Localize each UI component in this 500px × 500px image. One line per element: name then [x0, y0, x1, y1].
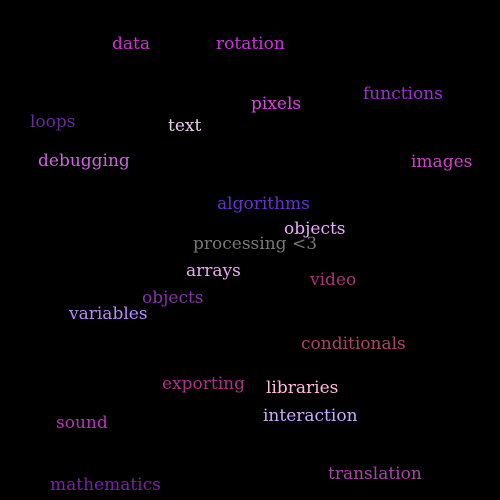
word-exporting: exporting: [162, 374, 245, 394]
word-data: data: [112, 34, 150, 54]
word-images: images: [411, 152, 473, 172]
word-functions: functions: [363, 84, 443, 104]
word-objects-1: objects: [284, 219, 346, 239]
word-loops: loops: [30, 112, 76, 132]
word-conditionals: conditionals: [301, 334, 406, 354]
word-algorithms: algorithms: [217, 194, 310, 214]
word-debugging: debugging: [38, 151, 130, 171]
word-text: text: [168, 116, 202, 136]
word-mathematics: mathematics: [50, 475, 161, 495]
word-video: video: [310, 270, 357, 290]
word-pixels: pixels: [251, 94, 302, 114]
word-interaction: interaction: [263, 406, 358, 426]
word-variables: variables: [69, 304, 148, 324]
word-rotation: rotation: [216, 34, 285, 54]
word-translation: translation: [328, 464, 422, 484]
word-arrays: arrays: [186, 261, 241, 281]
word-objects-2: objects: [142, 288, 204, 308]
word-sound: sound: [56, 413, 108, 433]
word-processing: processing <3: [193, 234, 318, 254]
word-libraries: libraries: [266, 378, 339, 398]
